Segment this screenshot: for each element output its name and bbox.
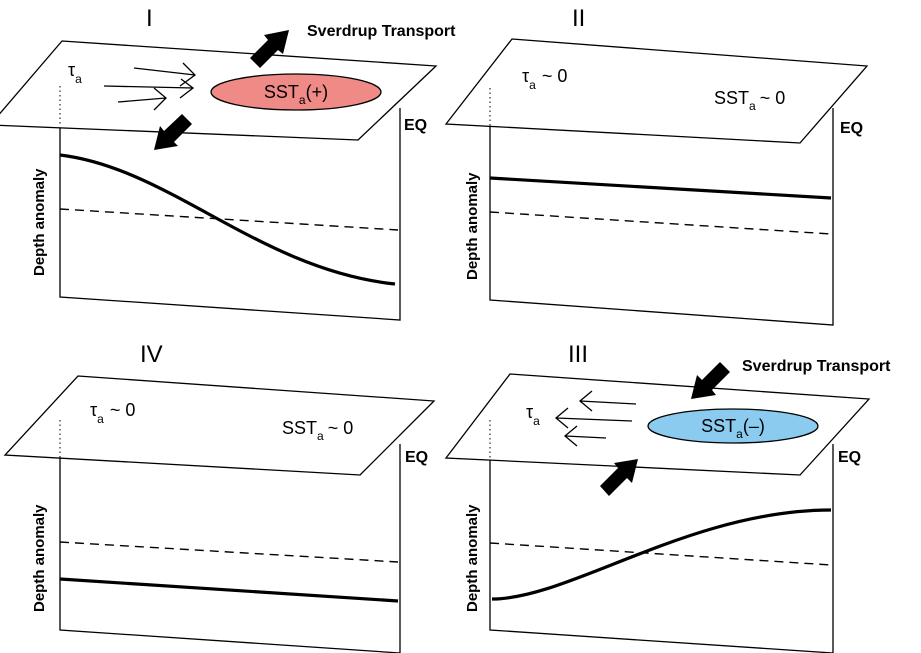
panel-III-sst-label: SSTa(–): [701, 416, 765, 441]
panel-II-sst-label: SSTa ~ 0: [714, 88, 785, 113]
panel-I-box: [59, 108, 401, 321]
panel-II-surface-plane: [444, 38, 869, 144]
panel-IV-mean-thermocline: [59, 541, 399, 563]
panel-I-eq-label: EQ: [404, 117, 427, 134]
panel-I-sverdrup-label: Sverdrup Transport: [307, 23, 456, 40]
panel-III-numeral: III: [568, 341, 588, 368]
panel-I-mean-thermocline: [59, 208, 399, 231]
panel-IV-eq-label: EQ: [405, 449, 428, 466]
panel-I-wind-arrows: [103, 62, 196, 111]
panel-III-sverdrup-label: Sverdrup Transport: [742, 358, 891, 375]
panel-II: τa ~ 0 SSTa ~ 0 EQ II Depth anomaly: [444, 5, 869, 326]
panel-II-eq-label: EQ: [840, 120, 863, 137]
panel-III-tau-label: τa: [526, 402, 540, 428]
panel-II-box: [489, 108, 834, 326]
panel-III-depth-anomaly-curve: [491, 508, 832, 601]
panel-II-depth-anomaly-line: [489, 176, 832, 200]
panel-III-sst-cold-ellipse: [647, 408, 819, 444]
panel-II-y-axis-label: Depth anomaly: [464, 172, 481, 280]
panel-IV-depth-anomaly-line: [59, 577, 399, 603]
panel-III-eq-label: EQ: [838, 449, 861, 466]
panel-II-mean-thermocline: [489, 211, 832, 235]
panel-III-y-axis-label: Depth anomaly: [464, 504, 481, 612]
panel-I-sst-warm-ellipse: [210, 73, 382, 111]
panel-III: SSTa(–) τa Sverdrup Transport EQ III Dep…: [444, 341, 891, 653]
panel-I: SSTa(+) τa Sverdrup Transport EQ I Depth…: [0, 5, 456, 321]
panel-I-depth-anomaly-curve: [59, 153, 396, 286]
panel-IV-sst-label: SSTa ~ 0: [282, 418, 353, 443]
panel-I-sverdrup-arrow-out-south: [154, 114, 192, 150]
panel-I-sverdrup-arrow-out: [250, 30, 289, 68]
panel-III-sverdrup-arrow-in-south: [600, 459, 638, 496]
panel-IV-surface-plane: [3, 375, 436, 476]
panel-IV: τa ~ 0 SSTa ~ 0 EQ IV Depth anomaly: [3, 341, 436, 653]
panel-I-numeral: I: [146, 5, 153, 32]
panel-IV-y-axis-label: Depth anomaly: [31, 504, 48, 612]
panel-III-sverdrup-arrow-in: [691, 362, 730, 399]
panel-I-y-axis-label: Depth anomaly: [31, 168, 48, 276]
panel-IV-tau-label: τa ~ 0: [90, 400, 135, 426]
panel-IV-box: [59, 444, 401, 653]
panel-III-mean-thermocline: [489, 542, 832, 566]
panel-II-numeral: II: [572, 5, 585, 32]
panel-I-sst-label: SSTa(+): [264, 82, 328, 107]
panel-I-tau-label: τa: [68, 60, 82, 86]
panel-III-box: [489, 444, 834, 653]
panel-III-wind-arrows: [554, 390, 637, 447]
panel-IV-numeral: IV: [140, 341, 163, 368]
panel-II-tau-label: τa ~ 0: [522, 66, 567, 92]
